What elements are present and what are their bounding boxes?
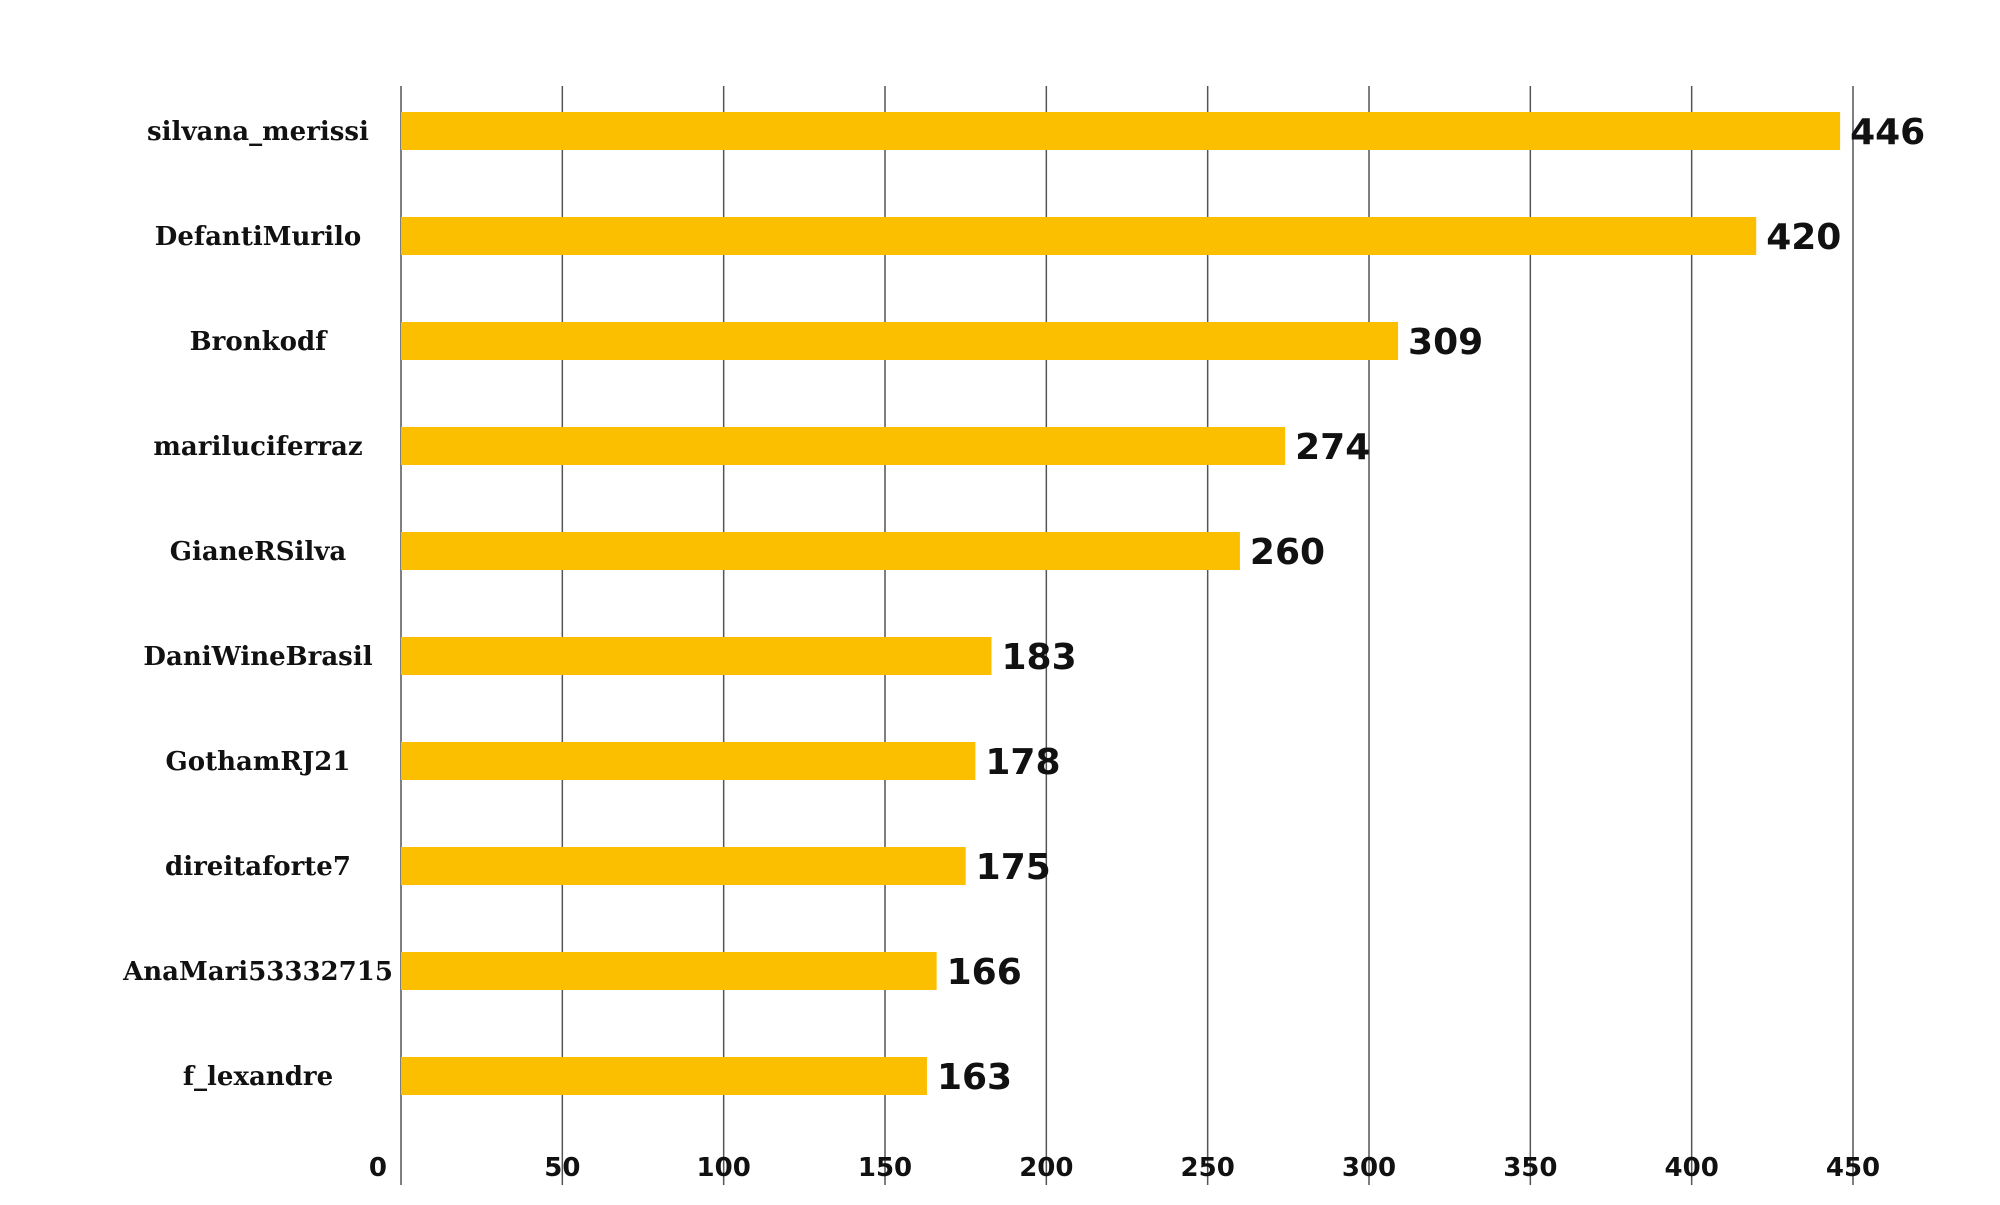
category-labels: silvana_merissi DefantiMurilo Bronkodf mari…	[122, 117, 393, 1092]
bars	[401, 112, 1841, 1095]
value-label: 309	[1408, 322, 1483, 363]
x-tick-label: 350	[1503, 1153, 1557, 1183]
category-label: mariluciferraz	[153, 432, 362, 462]
bar-DefantiMurilo	[401, 217, 1757, 255]
bar-direitaforte7	[401, 847, 966, 885]
value-label: 183	[1001, 637, 1076, 678]
value-label: 163	[937, 1057, 1012, 1098]
bar-mariluciferraz	[401, 427, 1286, 465]
category-label: silvana_merissi	[147, 117, 369, 147]
bar-Bronkodf	[401, 322, 1399, 360]
value-label: 178	[985, 742, 1060, 783]
category-label: AnaMari53332715	[122, 957, 393, 987]
category-label: DaniWineBrasil	[143, 642, 372, 672]
grid-lines	[400, 86, 1854, 1185]
category-label: Bronkodf	[190, 327, 328, 357]
x-tick-label: 150	[858, 1153, 912, 1183]
bar-f_lexandre	[401, 1057, 927, 1095]
x-tick-label: 50	[544, 1153, 580, 1183]
category-label: f_lexandre	[183, 1062, 333, 1092]
x-tick-label: 100	[697, 1153, 751, 1183]
bar-GianeRSilva	[401, 532, 1240, 570]
x-axis-tick-labels: 0 50 100 150 200 250 300 350 400 450	[369, 1153, 1880, 1183]
bar-GothamRJ21	[401, 742, 976, 780]
x-tick-label: 0	[369, 1153, 387, 1183]
x-tick-label: 300	[1342, 1153, 1396, 1183]
bar-AnaMari53332715	[401, 952, 937, 990]
x-tick-label: 400	[1665, 1153, 1719, 1183]
x-tick-label: 450	[1826, 1153, 1880, 1183]
value-label: 260	[1250, 532, 1325, 573]
category-label: GianeRSilva	[170, 537, 347, 567]
value-labels: 446 420 309 274 260 183 178 175 166 163	[937, 112, 1925, 1098]
bar-silvana_merissi	[401, 112, 1841, 150]
category-label: DefantiMurilo	[155, 222, 361, 252]
bar-DaniWineBrasil	[401, 637, 992, 675]
x-tick-label: 200	[1019, 1153, 1073, 1183]
x-tick-label: 250	[1181, 1153, 1235, 1183]
value-label: 166	[947, 952, 1022, 993]
value-label: 175	[976, 847, 1051, 888]
category-label: direitaforte7	[165, 852, 351, 882]
category-label: GothamRJ21	[166, 747, 351, 777]
value-label: 420	[1766, 217, 1841, 258]
value-label: 446	[1850, 112, 1925, 153]
value-label: 274	[1295, 427, 1370, 468]
